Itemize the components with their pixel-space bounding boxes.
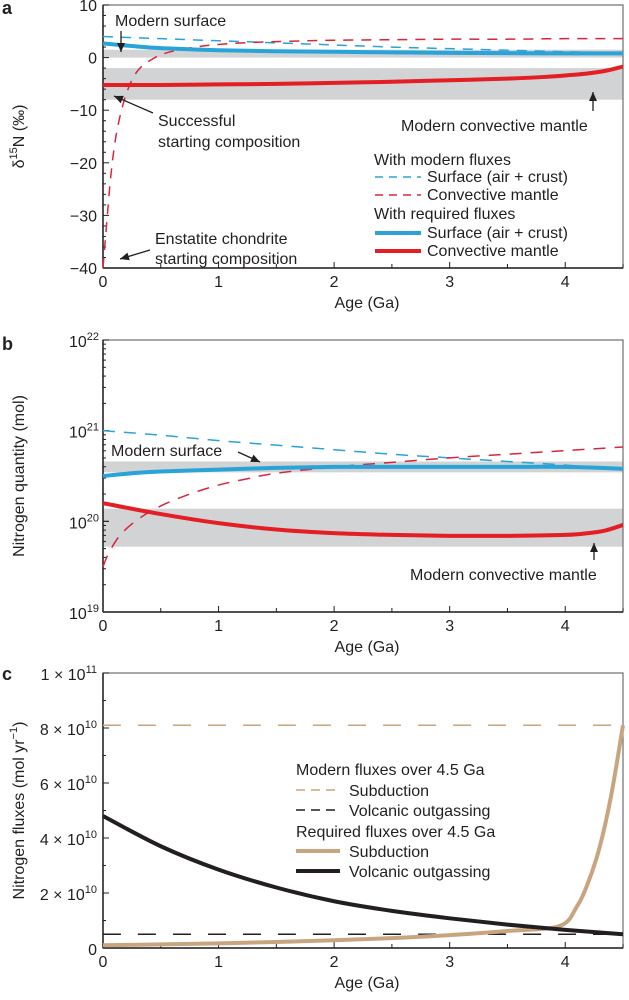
- legend-group-title: Modern fluxes over 4.5 Ga: [296, 762, 485, 779]
- x-tick-label: 1: [214, 618, 223, 635]
- x-axis-label: Age (Ga): [335, 975, 400, 992]
- x-tick-label: 0: [99, 618, 108, 635]
- x-tick-label: 1: [214, 954, 223, 971]
- annotation-arrow-head: [589, 92, 597, 101]
- series-line-convective-mantle-required-fluxes: [102, 501, 624, 538]
- annotation-arrow-head: [117, 43, 125, 52]
- y-axis-label: Nitrogen fluxes (mol yr−1): [8, 722, 28, 900]
- x-tick-label: 4: [561, 618, 570, 635]
- y-tick-label: 4 × 1010: [40, 829, 97, 849]
- x-tick-label: 2: [330, 954, 339, 971]
- legend-group-title: Required fluxes over 4.5 Ga: [296, 824, 495, 841]
- annotation-successful-start: starting composition: [158, 134, 300, 151]
- annotation-arrow-head: [114, 95, 124, 104]
- y-tick-label: 8 × 1010: [40, 719, 97, 739]
- x-tick-label: 4: [561, 954, 570, 971]
- legend-group-title: With modern fluxes: [374, 152, 511, 169]
- legend-entry-label: Subduction: [349, 783, 429, 800]
- annotation-successful-start: Successful: [158, 113, 235, 130]
- y-tick-label: −10: [70, 103, 97, 120]
- legend-entry-label: Subduction: [349, 844, 429, 861]
- y-tick-label: 1021: [69, 422, 99, 442]
- panel-c: c 0 2 × 1010 4 × 1010 6 × 1010 8 × 1010 1 × 10…: [2, 664, 625, 992]
- annotation-arrow-head: [250, 454, 260, 462]
- series-line-surface-air-crust-modern-fluxes: [102, 35, 624, 54]
- legend-entry-label: Volcanic outgassing: [349, 864, 490, 881]
- annotation-modern-surface: Modern surface: [115, 13, 226, 30]
- annotation-arrow-head: [590, 543, 598, 552]
- panel-label: a: [2, 0, 13, 18]
- series-line-convective-mantle-required-fluxes: [102, 64, 624, 87]
- annotation-modern-surface: Modern surface: [111, 443, 222, 460]
- series-line-surface-air-crust-modern-fluxes: [102, 429, 624, 471]
- panel-label: c: [2, 664, 12, 684]
- series-line-convective-mantle-modern-fluxes: [102, 37, 624, 269]
- annotation-modern-mantle: Modern convective mantle: [401, 118, 588, 135]
- legend-entry-label: Volcanic outgassing: [349, 803, 490, 820]
- y-tick-label: 0: [88, 51, 97, 68]
- annotation-enstatite-chondrite: Enstatite chondrite: [155, 231, 288, 248]
- series-line-convective-mantle-modern-fluxes: [102, 446, 624, 567]
- y-tick-label: 0: [88, 942, 97, 959]
- series-line-surface-air-crust-required-fluxes: [102, 464, 624, 478]
- y-axis-label: δ15N (‰): [8, 105, 28, 169]
- y-tick-label: −30: [70, 208, 97, 225]
- x-tick-label: 2: [330, 274, 339, 291]
- series-line-surface-air-crust-required-fluxes: [102, 41, 624, 56]
- y-tick-label: 1019: [69, 603, 99, 623]
- panel-a: a 10 0 −10 −20 −30 −40 δ15N (‰) 0 1 2 3 4 Age (Ga) Mod…: [2, 0, 624, 312]
- x-tick-label: 1: [214, 274, 223, 291]
- legend-entry-label: Surface (air + crust): [427, 225, 568, 242]
- x-tick-label: 3: [445, 954, 454, 971]
- y-tick-label: 6 × 1010: [40, 774, 97, 794]
- x-tick-label: 0: [99, 274, 108, 291]
- annotation-enstatite-chondrite: starting composition: [155, 251, 297, 268]
- legend-entry-label: Convective mantle: [427, 187, 559, 204]
- annotation-arrow-head: [120, 252, 130, 261]
- series-line-volcanic-outgassing-required-fluxes-over-4-5-ga: [102, 814, 624, 937]
- y-tick-label: −20: [70, 156, 97, 173]
- series-line-subduction-required-fluxes-over-4-5-ga: [102, 724, 625, 948]
- x-tick-label: 0: [99, 954, 108, 971]
- shaded-band: [103, 508, 623, 547]
- panel-b: b 1022 1021 1020 1019 Nitrogen quantity (mol)…: [2, 331, 624, 656]
- x-tick-label: 3: [445, 274, 454, 291]
- x-axis-label: Age (Ga): [335, 295, 400, 312]
- y-tick-label: 1022: [69, 331, 99, 351]
- y-axis-label: Nitrogen quantity (mol): [11, 395, 28, 557]
- x-tick-label: 2: [330, 618, 339, 635]
- y-tick-label: 1 × 1011: [41, 664, 97, 684]
- legend-group-title: With required fluxes: [374, 206, 515, 223]
- x-tick-label: 3: [445, 618, 454, 635]
- annotation-modern-mantle: Modern convective mantle: [410, 567, 597, 584]
- panel-label: b: [2, 334, 13, 354]
- legend-entry-label: Convective mantle: [427, 243, 559, 260]
- y-tick-label: −40: [70, 261, 97, 278]
- legend-entry-label: Surface (air + crust): [427, 169, 568, 186]
- x-tick-label: 4: [561, 274, 570, 291]
- x-axis-label: Age (Ga): [335, 639, 400, 656]
- y-tick-label: 2 × 1010: [40, 884, 97, 904]
- y-tick-label: 1020: [69, 512, 99, 532]
- y-tick-label: 10: [79, 0, 97, 15]
